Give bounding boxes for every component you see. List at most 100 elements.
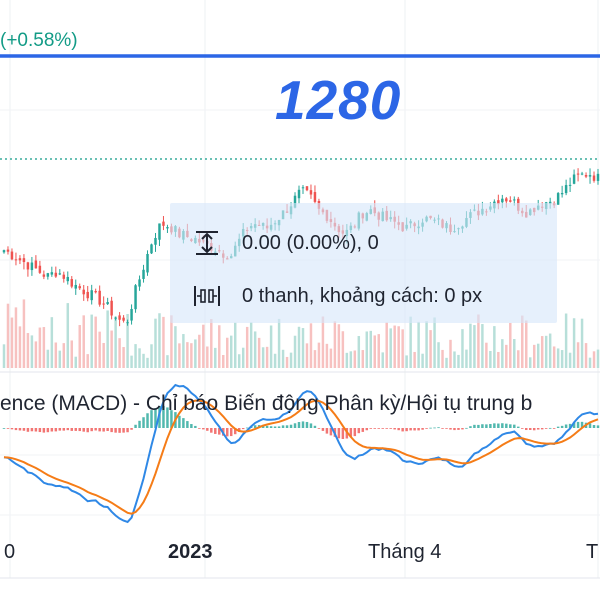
macd-histogram-bar [532,428,536,431]
macd-histogram-bar [385,428,388,429]
macd-indicator-title[interactable]: ence (MACD) - Chỉ báo Biến động Phân kỳ/… [0,392,533,415]
volume-bar [94,316,97,368]
candle-body [146,253,149,273]
macd-histogram-bar [106,428,109,432]
macd-histogram-bar [393,428,396,430]
candle-body [134,285,137,310]
macd-histogram-bar [560,425,564,428]
macd-histogram-bar [70,428,74,431]
candle-body [2,250,6,253]
macd-histogram-bar [433,427,436,429]
volume-bar [457,354,460,368]
macd-histogram-bar [186,421,189,428]
volume-bar [66,303,70,368]
volume-bar [202,324,205,368]
volume-bar [357,336,361,368]
candle-body [46,273,50,277]
candle-body [122,317,125,321]
macd-histogram-bar [409,428,412,431]
macd-histogram-bar [146,413,149,428]
macd-histogram-bar [166,407,169,428]
horizontal-line-label[interactable]: 1280 [275,69,402,131]
macd-histogram-bar [572,422,576,428]
candle-body [114,317,117,319]
macd-histogram-bar [580,421,584,428]
volume-bar [556,348,560,368]
macd-histogram-bar [596,425,600,428]
macd-histogram-bar [114,428,117,433]
macd-histogram-bar [178,415,181,428]
volume-bar [226,337,229,368]
volume-bar [301,328,305,368]
volume-bars [2,299,600,368]
volume-bar [417,321,420,368]
macd-histogram-bar [441,428,444,429]
macd-histogram-bar [74,428,77,431]
volume-bar [309,323,313,368]
macd-histogram-bar [30,428,34,432]
volume-bar [525,320,528,368]
macd-histogram-bar [377,428,380,429]
volume-bar [106,310,109,368]
volume-bar [126,314,129,368]
volume-bar [564,313,568,368]
candle-body [38,265,42,273]
macd-histogram-bar [381,428,384,429]
volume-bar [576,342,580,368]
macd-histogram-bar [154,408,157,428]
candle-body [501,198,504,203]
volume-bar [297,326,301,368]
candle-body [14,259,18,261]
macd-histogram-bar [245,427,249,429]
x-tick-label: 0 [4,541,16,563]
macd-histogram-bar [544,428,548,429]
macd-histogram-bar [497,423,500,428]
macd-histogram-bar [337,428,341,439]
volume-bar [265,346,269,368]
macd-histogram-bar [417,428,420,431]
macd-histogram-bar [556,426,560,428]
macd-histogram-bar [457,428,460,430]
volume-bar [305,343,309,368]
volume-bar [122,347,125,368]
volume-bar [214,347,217,368]
candle-body [22,258,26,263]
candle-body [166,227,169,229]
candle-body [293,195,297,208]
candle-body [580,173,584,175]
volume-bar [485,342,488,368]
macd-histogram-bar [449,428,452,430]
candle-body [118,315,121,320]
macd-histogram-bar [10,428,14,430]
volume-bar [186,342,189,368]
macd-histogram-bar [536,428,540,430]
macd-histogram-bar [349,428,353,438]
macd-histogram-bar [102,428,105,432]
signal-line [3,399,599,515]
macd-histogram-bar [150,410,153,428]
volume-bar [353,350,357,368]
volume-bar [325,343,329,368]
volume-bar [118,338,121,368]
macd-histogram-bar [301,421,305,428]
macd-histogram-bar [289,424,293,428]
candle-body [126,322,129,324]
macd-histogram-bar [576,421,580,428]
macd-histogram-bar [198,428,201,429]
volume-bar [461,329,464,368]
volume-bar [90,314,93,368]
macd-histogram-bar [285,425,289,428]
volume-bar [273,353,277,368]
macd-histogram-bar [110,428,113,433]
macd-histogram-bar [142,417,145,428]
candle-body [34,260,38,269]
bar-distance-icon [192,283,222,309]
macd-histogram-bar [365,428,369,431]
measure-tooltip: 0.00 (0.00%), 0 0 thanh, khoảng cách: 0 … [170,203,557,323]
volume-bar [50,317,54,368]
macd-histogram-bar [421,428,424,430]
macd-histogram-bar [42,428,46,433]
candle-body [497,200,500,205]
macd-histogram-bar [413,428,416,431]
